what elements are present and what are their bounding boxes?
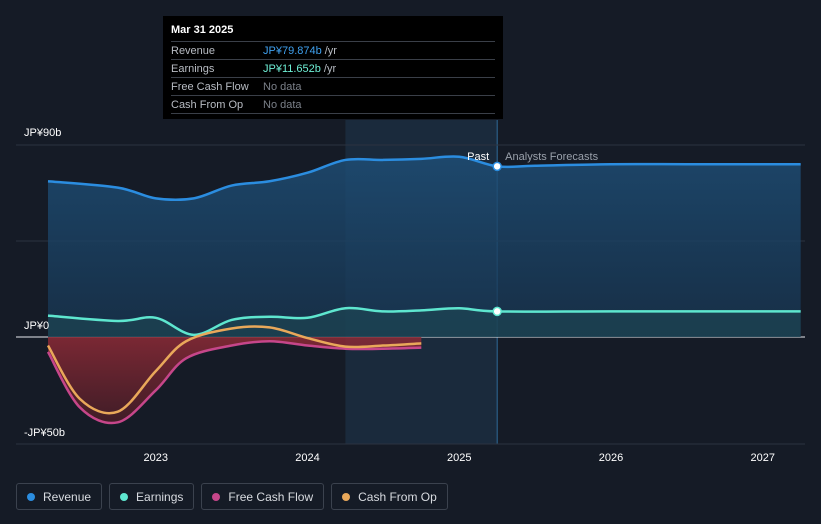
legend-dot-icon — [212, 492, 221, 501]
tooltip-value: No data — [263, 98, 302, 111]
legend-item-revenue[interactable]: Revenue — [16, 483, 103, 510]
y-tick-label: JP¥90b — [24, 127, 61, 139]
earnings-area — [48, 308, 801, 337]
x-tick-label: 2027 — [751, 452, 775, 464]
x-tick-label: 2024 — [295, 452, 319, 464]
earnings-marker — [492, 306, 502, 317]
tooltip-unit: /yr — [323, 62, 337, 75]
x-tick-label: 2025 — [447, 452, 471, 464]
legend-item-free-cash-flow[interactable]: Free Cash Flow — [201, 483, 325, 510]
tooltip-row-free-cash-flow: Free Cash Flow No data — [171, 77, 495, 95]
revenue-area — [48, 156, 801, 337]
tooltip-label: Cash From Op — [171, 98, 244, 111]
legend-dot-icon — [342, 492, 351, 501]
tooltip: Mar 31 2025 Revenue JP¥79.874b /yr Earni… — [163, 16, 503, 119]
free-cash-flow-line — [46, 340, 422, 425]
legend-label: Free Cash Flow — [228, 489, 314, 504]
earnings-line — [47, 306, 801, 337]
y-tick-label: -JP¥50b — [24, 427, 65, 439]
legend-dot-icon — [27, 492, 35, 501]
tooltip-row-earnings: Earnings JP¥11.652b /yr — [171, 59, 495, 77]
legend: Revenue Earnings Free Cash Flow Cash Fro… — [16, 483, 448, 510]
past-label: Past — [467, 151, 489, 163]
tooltip-value: JP¥11.652b — [263, 62, 321, 75]
tooltip-label: Free Cash Flow — [171, 80, 249, 93]
revenue-marker — [492, 161, 502, 172]
legend-label: Earnings — [136, 489, 184, 504]
tooltip-row-cash-from-op: Cash From Op No data — [171, 95, 495, 114]
tooltip-value: JP¥79.874b — [263, 44, 322, 57]
legend-dot-icon — [120, 492, 129, 501]
legend-label: Revenue — [43, 489, 92, 504]
x-tick-label: 2026 — [599, 452, 623, 464]
legend-label: Cash From Op — [358, 489, 437, 504]
tooltip-value: No data — [263, 80, 302, 93]
forecast-label: Analysts Forecasts — [505, 151, 598, 163]
free-cash-flow-area — [48, 337, 422, 424]
tooltip-unit: /yr — [324, 44, 337, 57]
x-tick-label: 2023 — [144, 452, 168, 464]
tooltip-label: Earnings — [171, 62, 215, 75]
legend-item-earnings[interactable]: Earnings — [109, 483, 195, 510]
revenue-line — [47, 155, 801, 202]
y-tick-label: JP¥0 — [24, 320, 49, 332]
tooltip-date: Mar 31 2025 — [171, 24, 234, 36]
cash-from-op-line — [46, 325, 422, 415]
tooltip-row-revenue: Revenue JP¥79.874b /yr — [171, 41, 495, 59]
tooltip-label: Revenue — [171, 44, 216, 57]
legend-item-cash-from-op[interactable]: Cash From Op — [331, 483, 448, 510]
